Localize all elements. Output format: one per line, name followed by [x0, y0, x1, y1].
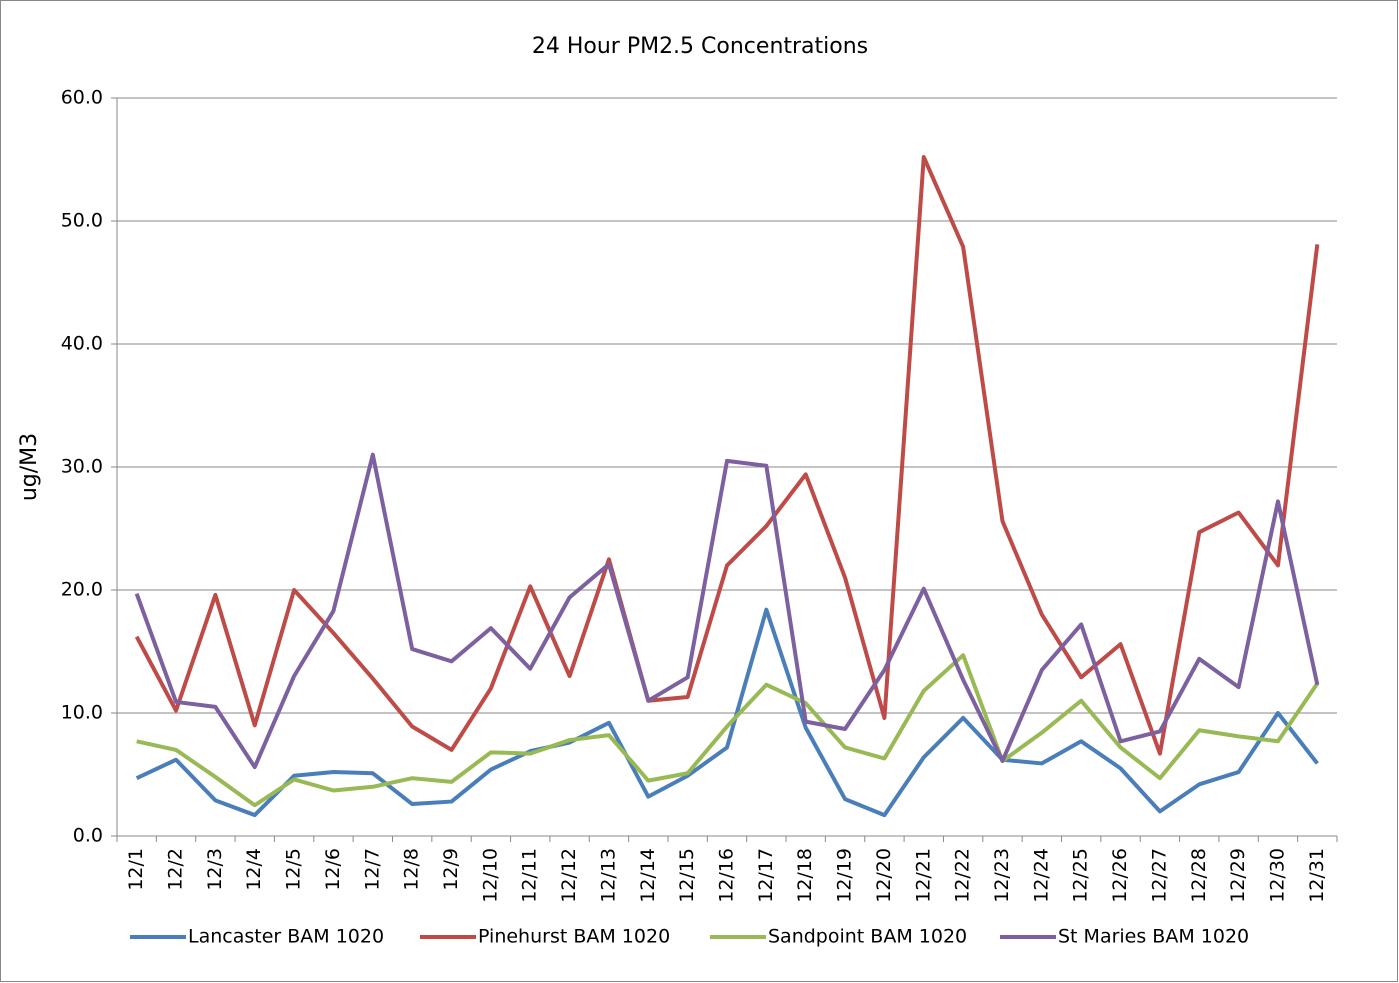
x-tick-label: 12/30	[1266, 848, 1288, 903]
x-tick-label: 12/26	[1109, 848, 1131, 903]
legend-label: St Maries BAM 1020	[1058, 926, 1249, 948]
y-tick-label: 30.0	[61, 456, 103, 478]
x-tick-label: 12/14	[637, 848, 659, 903]
x-tick-label: 12/9	[440, 848, 462, 891]
series-line	[136, 653, 1319, 808]
x-tick-label: 12/10	[479, 848, 501, 903]
x-tick-label: 12/15	[676, 848, 698, 903]
x-tick-label: 12/5	[283, 848, 305, 891]
x-tick-label: 12/21	[912, 848, 934, 903]
y-tick-label: 50.0	[61, 210, 103, 232]
x-tick-label: 12/23	[991, 848, 1013, 903]
x-tick-label: 12/12	[558, 848, 580, 903]
x-tick-label: 12/11	[519, 848, 541, 903]
series-line	[134, 452, 1320, 770]
x-tick-label: 12/28	[1188, 848, 1210, 903]
x-tick-label: 12/2	[165, 848, 187, 891]
x-tick-label: 12/3	[204, 848, 226, 891]
series-line	[135, 607, 1319, 818]
x-tick-label: 12/25	[1070, 848, 1092, 903]
y-tick-label: 40.0	[61, 333, 103, 355]
y-tick-label: 0.0	[73, 825, 103, 847]
y-tick-label: 20.0	[61, 579, 103, 601]
x-tick-label: 12/8	[401, 848, 423, 891]
x-tick-label: 12/27	[1148, 848, 1170, 903]
x-tick-label: 12/13	[597, 848, 619, 903]
legend-label: Pinehurst BAM 1020	[478, 926, 670, 948]
series-line	[134, 155, 1320, 756]
x-tick-label: 12/24	[1030, 848, 1052, 903]
x-tick-label: 12/31	[1306, 848, 1328, 903]
chart-title: 24 Hour PM2.5 Concentrations	[532, 34, 868, 59]
x-tick-label: 12/19	[834, 848, 856, 903]
x-tick-label: 12/1	[125, 848, 147, 891]
x-tick-label: 12/18	[794, 848, 816, 903]
x-tick-label: 12/29	[1227, 848, 1249, 903]
legend-label: Lancaster BAM 1020	[188, 926, 384, 948]
x-tick-label: 12/16	[716, 848, 738, 903]
x-tick-label: 12/17	[755, 848, 777, 903]
x-tick-label: 12/22	[952, 848, 974, 903]
legend-label: Sandpoint BAM 1020	[768, 926, 967, 948]
x-tick-label: 12/4	[243, 848, 265, 891]
y-tick-label: 60.0	[61, 87, 103, 109]
x-tick-label: 12/7	[361, 848, 383, 891]
x-tick-label: 12/20	[873, 848, 895, 903]
y-axis-label: ug/M3	[17, 433, 42, 501]
y-tick-label: 10.0	[61, 702, 103, 724]
x-tick-label: 12/6	[322, 848, 344, 891]
